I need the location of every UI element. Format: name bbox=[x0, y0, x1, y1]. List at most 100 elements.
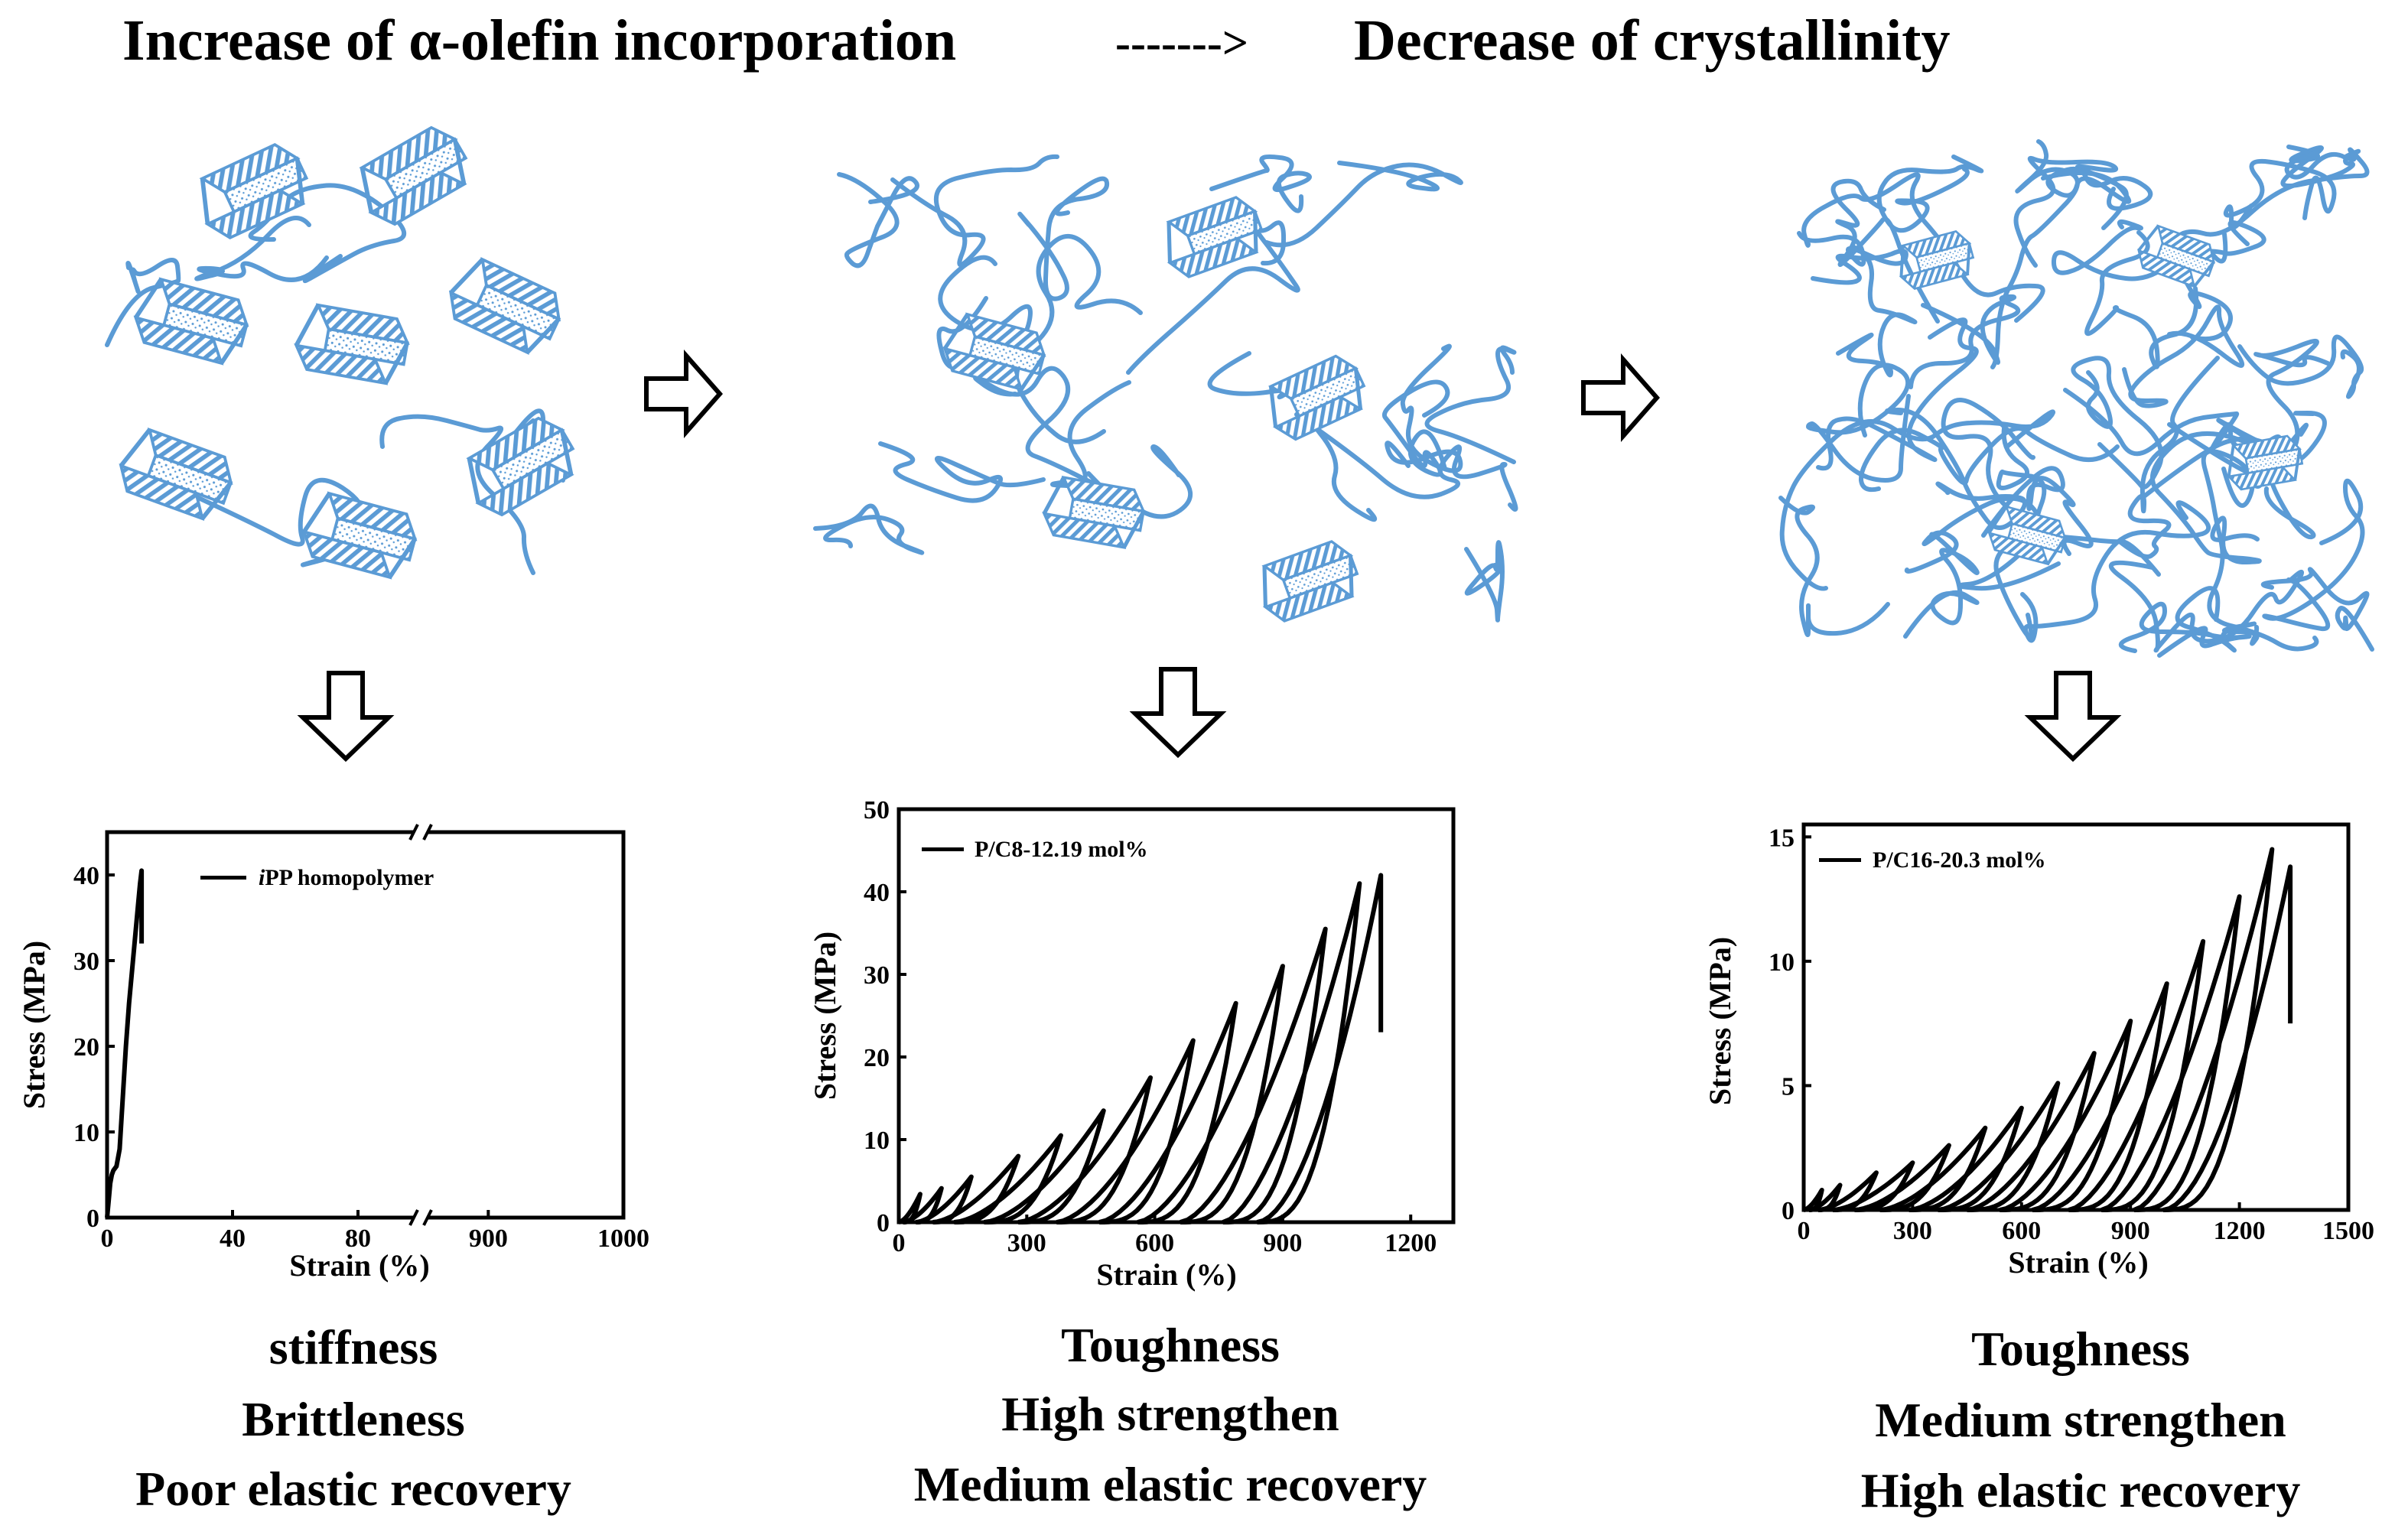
plot-frame bbox=[896, 807, 1456, 1224]
amorphous-chain bbox=[2122, 304, 2245, 408]
x-tick-label: 600 bbox=[1135, 1229, 1174, 1257]
legend-label: P/C8-12.19 mol% bbox=[975, 837, 1148, 862]
amorphous-chain bbox=[2223, 158, 2337, 230]
hysteresis-cycle bbox=[1966, 1051, 2097, 1212]
amorphous-chain bbox=[1264, 161, 1463, 248]
header-right: Decrease of crystallinity bbox=[1354, 8, 1950, 73]
legend-line bbox=[200, 876, 246, 880]
header-arrow: -------> bbox=[1115, 18, 1248, 68]
property-1-1: stiffness bbox=[269, 1320, 438, 1374]
y-tick-label: 0 bbox=[1782, 1197, 1795, 1225]
y-axis-label: Stress (MPa) bbox=[17, 941, 51, 1109]
axis-break-mark bbox=[422, 1209, 433, 1226]
amorphous-chain bbox=[2237, 334, 2364, 399]
legend-label: P/C16-20.3 mol% bbox=[1873, 847, 2046, 873]
hysteresis-cycle bbox=[2068, 938, 2206, 1212]
hysteresis-cycle bbox=[1180, 926, 1328, 1224]
down-arrow-3 bbox=[2030, 673, 2116, 759]
amorphous-chain bbox=[1903, 532, 1980, 639]
y-tick-label: 10 bbox=[1769, 948, 1795, 977]
y-tick-label: 30 bbox=[864, 961, 890, 990]
x-tick-label: 80 bbox=[345, 1224, 371, 1253]
y-axis-label: Stress (MPa) bbox=[808, 932, 842, 1100]
axis-break-mark bbox=[408, 824, 419, 841]
crystallite bbox=[292, 303, 411, 386]
x-tick-label: 900 bbox=[1263, 1229, 1302, 1257]
x-axis-label: Strain (%) bbox=[289, 1248, 429, 1283]
morphology-low-crystallinity bbox=[1778, 139, 2374, 658]
property-1-3: Poor elastic recovery bbox=[135, 1462, 571, 1516]
y-tick-label: 20 bbox=[73, 1033, 99, 1062]
amorphous-chain bbox=[379, 414, 535, 575]
y-axis-label: Stress (MPa) bbox=[1703, 937, 1737, 1105]
amorphous-chain bbox=[878, 441, 1046, 503]
hysteresis-cycle bbox=[954, 1133, 1063, 1224]
hysteresis-cycle bbox=[984, 1108, 1106, 1224]
process-arrow-1 bbox=[646, 356, 720, 432]
amorphous-chain bbox=[2108, 560, 2304, 653]
y-tick-label: 0 bbox=[877, 1209, 890, 1237]
final-loading-curve bbox=[2162, 864, 2293, 1212]
amorphous-chain bbox=[1797, 231, 1909, 285]
amorphous-chain bbox=[1909, 294, 2021, 389]
x-tick-label: 1200 bbox=[2214, 1217, 2266, 1245]
axis-break-gap bbox=[415, 1210, 427, 1225]
amorphous-chain bbox=[2071, 356, 2164, 489]
hysteresis-cycle bbox=[1056, 1038, 1196, 1224]
amorphous-chain bbox=[2041, 166, 2153, 211]
amorphous-chain bbox=[890, 154, 1059, 268]
amorphous-chain bbox=[1464, 540, 1505, 623]
x-tick-label: 600 bbox=[2002, 1217, 2041, 1245]
x-tick-label: 0 bbox=[893, 1229, 906, 1257]
amorphous-chain bbox=[2262, 478, 2365, 632]
amorphous-chain bbox=[1996, 426, 2161, 577]
hysteresis-cycle bbox=[2133, 847, 2275, 1212]
amorphous-chain bbox=[1836, 245, 1918, 378]
amorphous-chain bbox=[1805, 363, 1911, 483]
x-tick-label: 40 bbox=[220, 1224, 246, 1253]
amorphous-chain bbox=[2117, 356, 2220, 559]
hysteresis-cycle bbox=[1137, 964, 1285, 1224]
hysteresis-cycle bbox=[2032, 981, 2169, 1212]
amorphous-chain bbox=[1778, 496, 1890, 637]
property-3-1: Toughness bbox=[1971, 1322, 2190, 1376]
crystallite bbox=[298, 489, 421, 581]
amorphous-chain bbox=[1014, 233, 1143, 444]
y-tick-label: 10 bbox=[73, 1119, 99, 1147]
hysteresis-cycle bbox=[1222, 881, 1362, 1224]
hysteresis-cycle bbox=[915, 1174, 974, 1224]
hysteresis-cycle bbox=[1909, 1105, 2024, 1212]
header-left: Increase of α-olefin incorporation bbox=[122, 8, 956, 73]
amorphous-chain bbox=[1801, 172, 2045, 323]
chart-pc16: 0 300 600 900 1200 1500 0 5 10 15 P/C16-20.3 mol%… bbox=[1703, 822, 2374, 1280]
crystallite bbox=[441, 253, 568, 359]
amorphous-chain bbox=[1209, 154, 1312, 213]
amorphous-chain bbox=[1294, 412, 1518, 512]
amorphous-chain bbox=[2172, 147, 2370, 243]
amorphous-chain bbox=[1981, 466, 2094, 556]
hysteresis-cycle bbox=[1879, 1125, 1988, 1212]
morphology-medium-crystallinity bbox=[813, 154, 1518, 626]
amorphous-chain bbox=[1779, 409, 2055, 591]
property-3-2: Medium strengthen bbox=[1875, 1393, 2286, 1447]
process-arrow-2 bbox=[1583, 359, 1657, 436]
x-tick-label: 900 bbox=[469, 1224, 508, 1253]
hysteresis-cycle bbox=[1999, 1018, 2133, 1212]
x-tick-label: 0 bbox=[101, 1224, 114, 1253]
down-arrow-2 bbox=[1135, 669, 1221, 755]
amorphous-chain bbox=[837, 172, 919, 268]
legend-line bbox=[922, 847, 964, 851]
y-tick-label: 40 bbox=[864, 879, 890, 907]
x-tick-label: 1500 bbox=[2322, 1217, 2374, 1245]
property-1-2: Brittleness bbox=[242, 1392, 465, 1446]
crystallite bbox=[1041, 475, 1147, 549]
property-2-1: Toughness bbox=[1061, 1318, 1280, 1372]
amorphous-chain bbox=[2020, 500, 2211, 643]
y-tick-label: 15 bbox=[1769, 824, 1795, 852]
amorphous-chain bbox=[1385, 343, 1463, 473]
amorphous-chain bbox=[1816, 317, 1979, 471]
hysteresis-cycle bbox=[2100, 894, 2242, 1212]
x-axis-label: Strain (%) bbox=[2008, 1245, 2148, 1280]
amorphous-chain bbox=[813, 503, 925, 555]
